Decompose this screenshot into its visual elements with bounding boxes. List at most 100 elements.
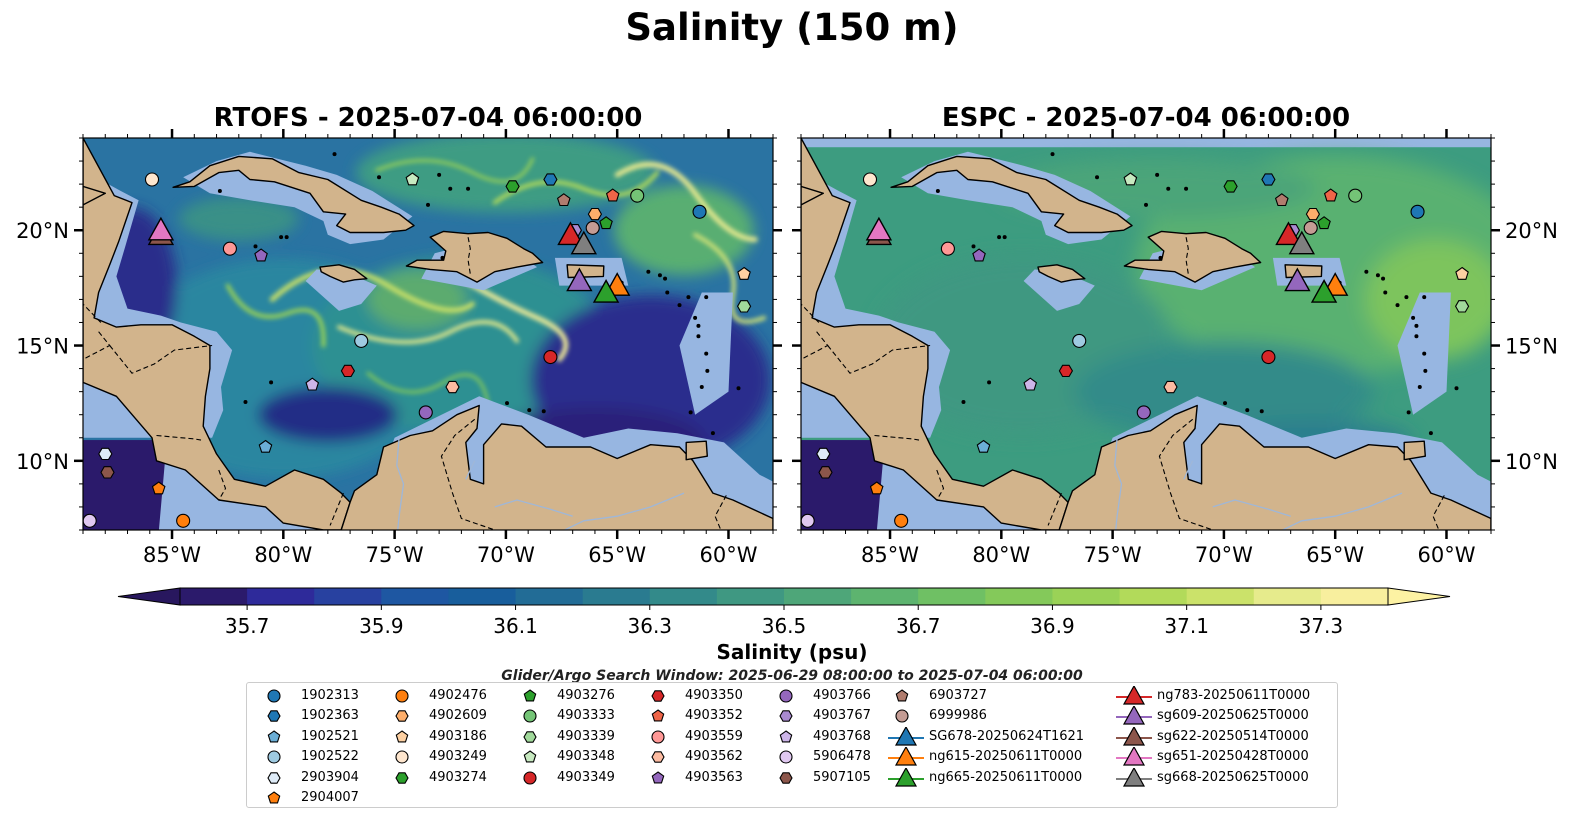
legend-label: ng615-20250611T0000 (929, 749, 1083, 765)
lon-tick-label: 75°W (1084, 543, 1142, 567)
float-marker-2904007 (869, 481, 884, 495)
legend-label: 4903349 (557, 769, 615, 785)
legend-label: 4903768 (813, 728, 871, 744)
float-marker-1902313 (692, 204, 707, 219)
legend-marker-4903186 (395, 730, 409, 743)
colorbar-segment (918, 588, 986, 605)
legend-label: 6999986 (929, 708, 987, 724)
float-marker-4903339 (736, 300, 752, 313)
float-marker-4903276 (1317, 216, 1331, 230)
float-marker-4902476 (176, 513, 191, 528)
colorbar-tick-label: 37.1 (1164, 614, 1209, 638)
legend-label: 2903904 (301, 769, 359, 785)
legend-marker-sg651-20250428T0000 (1122, 747, 1146, 766)
float-marker-4903249 (862, 172, 878, 187)
legend-marker-4903333 (523, 709, 537, 723)
colorbar-segment (1320, 588, 1389, 605)
legend-label: 4903274 (429, 769, 487, 785)
panel-title-espc: ESPC - 2025-07-04 06:00:00 (941, 103, 1351, 133)
legend-marker-4903562 (651, 751, 665, 763)
float-marker-4902609 (587, 207, 603, 221)
colorbar-segment (1186, 588, 1255, 605)
glider-marker-sg668-20250625T0000 (1288, 230, 1315, 255)
legend-marker-4903349 (523, 771, 537, 785)
float-marker-6999986 (585, 220, 600, 235)
float-marker-1902313 (1410, 204, 1425, 219)
legend-label: 4903186 (429, 728, 487, 744)
legend-label: 4903350 (685, 688, 743, 703)
colorbar-segment (582, 588, 651, 605)
legend-label: 4902476 (429, 688, 487, 703)
lon-tick-label: 70°W (1195, 543, 1253, 567)
float-marker-4903274 (1223, 180, 1238, 193)
colorbar-segment (180, 588, 248, 605)
float-marker-4903563 (972, 248, 986, 262)
float-marker-1902363 (543, 173, 558, 186)
panel-title-rtofs: RTOFS - 2025-07-04 06:00:00 (213, 103, 643, 133)
legend-marker-1902363 (267, 710, 281, 723)
legend-marker-4903350 (651, 690, 665, 702)
colorbar-segment (381, 588, 450, 605)
legend-label: sg651-20250428T0000 (1157, 749, 1309, 765)
legend-label: sg622-20250514T0000 (1157, 728, 1309, 744)
legend-marker-sg622-20250514T0000 (1122, 726, 1146, 746)
colorbar-tick-label: 36.9 (1030, 614, 1075, 638)
colorbar-segment (1052, 588, 1121, 605)
legend-label: sg668-20250625T0000 (1157, 769, 1309, 785)
float-marker-4903352 (1323, 188, 1338, 202)
glider-marker-ng665-20250611T0000 (1310, 279, 1338, 303)
legend-marker-5907105 (779, 771, 793, 784)
colorbar-extend-high (1387, 587, 1451, 606)
float-marker-4903766 (418, 405, 433, 420)
float-marker-4903559 (222, 241, 237, 256)
colorbar-segment (515, 588, 584, 605)
legend-marker-2904007 (267, 791, 281, 804)
colorbar-label: Salinity (psu) (716, 640, 868, 664)
legend-marker-ng783-20250611T0000 (1122, 686, 1146, 705)
float-marker-4903348 (1123, 172, 1138, 186)
lon-tick-label: 85°W (861, 543, 919, 567)
lat-tick-label: 20°N (16, 219, 69, 243)
legend-label: 4902609 (429, 708, 487, 724)
legend-marker-4903249 (395, 750, 409, 764)
lat-tick-label: 20°N (1505, 219, 1558, 243)
float-marker-4903352 (605, 188, 620, 202)
legend-label: 6903727 (929, 688, 987, 703)
legend-label: 1902313 (301, 688, 359, 703)
float-marker-4903348 (405, 172, 420, 186)
float-marker-4903563 (254, 248, 268, 262)
colorbar-segment (314, 588, 382, 605)
lon-tick-label: 65°W (588, 543, 646, 567)
legend-marker-ng615-20250611T0000 (894, 747, 918, 766)
colorbar-segment (716, 588, 785, 605)
colorbar-tick-label: 35.9 (359, 614, 404, 638)
lat-tick-label: 10°N (1505, 450, 1558, 474)
legend-marker-4903767 (779, 710, 793, 723)
map-panel-espc (801, 138, 1491, 530)
float-marker-1902521 (976, 439, 991, 453)
glider-marker-ng783-20250611T0000 (557, 221, 584, 246)
colorbar-segment (649, 588, 718, 605)
map-axes-espc: 85°W 80°W 75°W 70°W 65°W 60°W 20°N 15°N 10°N (792, 129, 1558, 567)
legend-marker-4903339 (523, 731, 537, 743)
float-marker-4903274 (505, 180, 520, 193)
legend-marker-2903904 (267, 771, 281, 784)
legend-label: sg609-20250625T0000 (1157, 708, 1309, 724)
legend-marker-4903768 (779, 730, 793, 743)
float-marker-4903559 (940, 241, 955, 256)
legend-label: 4903559 (685, 728, 743, 744)
legend-marker-ng665-20250611T0000 (894, 767, 918, 787)
legend-label: 4903339 (557, 728, 615, 744)
legend-label: 4903562 (685, 749, 743, 765)
legend-marker-1902521 (267, 730, 281, 743)
legend-marker-1902522 (267, 750, 281, 764)
float-marker-4902609 (1305, 207, 1321, 221)
legend-label: 1902363 (301, 708, 359, 724)
glider-marker-sg609-20250625T0000 (1284, 267, 1311, 292)
legend-label: 4903333 (557, 708, 615, 724)
float-marker-4903333 (1348, 188, 1363, 203)
float-marker-4903186 (737, 266, 751, 280)
float-marker-5906478 (801, 513, 815, 528)
float-marker-1902522 (354, 333, 369, 348)
